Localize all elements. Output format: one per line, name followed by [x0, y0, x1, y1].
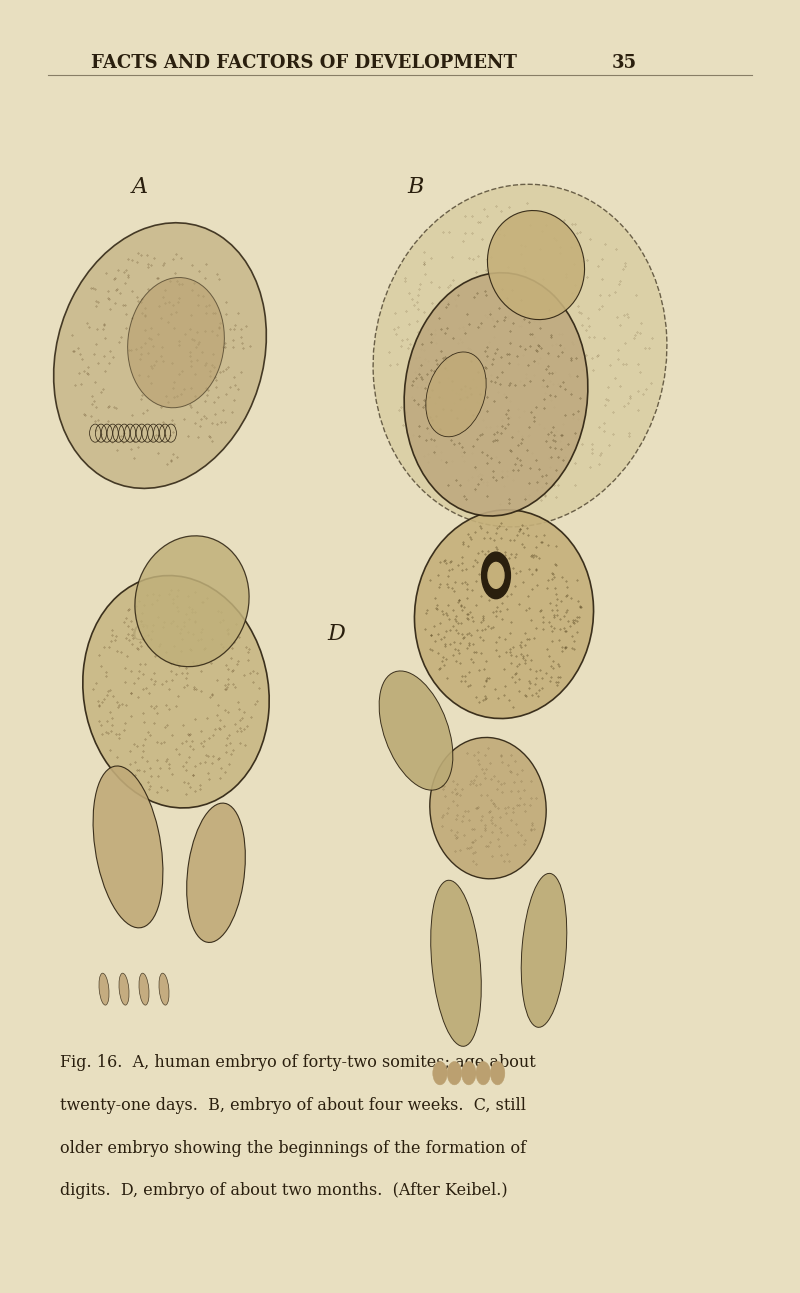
Text: twenty-one days.  B, embryo of about four weeks.  C, still: twenty-one days. B, embryo of about four…	[60, 1096, 526, 1115]
Ellipse shape	[99, 974, 109, 1005]
Ellipse shape	[186, 803, 246, 943]
Ellipse shape	[426, 352, 486, 437]
Text: C: C	[131, 622, 149, 645]
Text: A: A	[132, 176, 148, 199]
Ellipse shape	[82, 575, 270, 808]
Circle shape	[462, 1062, 476, 1085]
Ellipse shape	[119, 974, 129, 1005]
Text: FACTS AND FACTORS OF DEVELOPMENT: FACTS AND FACTORS OF DEVELOPMENT	[91, 54, 517, 72]
Ellipse shape	[430, 881, 482, 1046]
Circle shape	[447, 1062, 462, 1085]
Ellipse shape	[54, 222, 266, 489]
Ellipse shape	[404, 273, 588, 516]
Ellipse shape	[522, 873, 566, 1028]
Ellipse shape	[373, 185, 667, 526]
Ellipse shape	[487, 211, 585, 319]
Ellipse shape	[379, 671, 453, 790]
Ellipse shape	[135, 535, 249, 667]
Text: Fig. 16.  A, human embryo of forty-two somites; age about: Fig. 16. A, human embryo of forty-two so…	[60, 1054, 536, 1072]
Circle shape	[490, 1062, 505, 1085]
Circle shape	[433, 1062, 447, 1085]
Ellipse shape	[159, 974, 169, 1005]
Circle shape	[488, 562, 504, 588]
Ellipse shape	[430, 737, 546, 879]
Ellipse shape	[414, 509, 594, 719]
Ellipse shape	[128, 278, 224, 407]
Circle shape	[482, 552, 510, 599]
Text: D: D	[327, 622, 345, 645]
Ellipse shape	[93, 765, 163, 928]
Circle shape	[476, 1062, 490, 1085]
Text: B: B	[408, 176, 424, 199]
Text: older embryo showing the beginnings of the formation of: older embryo showing the beginnings of t…	[60, 1139, 526, 1157]
Ellipse shape	[139, 974, 149, 1005]
Text: 35: 35	[611, 54, 637, 72]
Text: digits.  D, embryo of about two months.  (After Keibel.): digits. D, embryo of about two months. (…	[60, 1182, 508, 1200]
